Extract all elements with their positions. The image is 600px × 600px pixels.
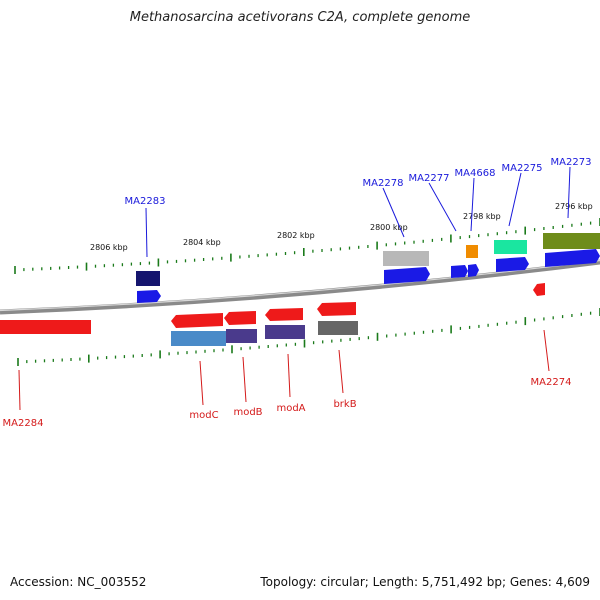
scale-label-2802: 2802 kbp	[277, 231, 315, 240]
scale-label-2798: 2798 kbp	[463, 212, 501, 221]
reverse-strand-genes	[0, 283, 545, 346]
label-moda: modA	[276, 403, 305, 414]
gene-ma4668[interactable]	[466, 245, 478, 258]
gene-ma2275-cds[interactable]	[494, 240, 527, 254]
gene-ma2273[interactable]	[545, 249, 600, 267]
footer-accession: Accession: NC_003552	[10, 575, 147, 589]
label-ma2283: MA2283	[125, 196, 166, 207]
gene-ma2283[interactable]	[137, 290, 161, 303]
scale-label-2796: 2796 kbp	[555, 202, 593, 211]
gene-ma2275[interactable]	[496, 257, 529, 272]
label-brkb: brkB	[333, 399, 356, 410]
leader-brkb	[338, 349, 344, 394]
label-ma2275: MA2275	[502, 163, 543, 174]
gene-ma2273-cds[interactable]	[543, 233, 600, 249]
leader-modc	[199, 360, 204, 406]
gene-ma2284[interactable]	[0, 320, 91, 334]
leader-moda	[287, 353, 291, 398]
label-ma4668: MA4668	[455, 168, 496, 179]
upper-tick-track	[14, 218, 600, 274]
label-ma2278: MA2278	[363, 178, 404, 189]
leader-ma2284	[18, 369, 21, 411]
map-title: Methanosarcina acetivorans C2A, complete…	[129, 10, 471, 25]
label-modc: modC	[189, 410, 218, 421]
forward-strand-genes	[136, 233, 600, 303]
gene-modb[interactable]	[224, 311, 256, 325]
scale-label-2804: 2804 kbp	[183, 238, 221, 247]
gene-ma2277[interactable]	[451, 265, 468, 278]
lower-tick-track	[17, 308, 600, 366]
leader-ma2277	[428, 182, 457, 232]
leader-ma4668	[470, 177, 475, 232]
leader-ma2274	[543, 329, 550, 372]
label-ma2274: MA2274	[531, 377, 572, 388]
label-ma2277: MA2277	[409, 173, 450, 184]
leader-ma2273	[567, 166, 571, 219]
gene-ma2278-cds[interactable]	[383, 251, 429, 266]
label-modb: modB	[233, 407, 262, 418]
gene-modb-cds[interactable]	[226, 329, 257, 343]
gene-moda[interactable]	[265, 308, 303, 321]
gene-moda-cds[interactable]	[265, 325, 305, 339]
label-ma2273: MA2273	[551, 157, 592, 168]
gene-ma4668-cds[interactable]	[468, 264, 479, 277]
gene-ma2274[interactable]	[533, 283, 545, 296]
gene-ma2283-cds[interactable]	[136, 271, 160, 286]
gene-brkb[interactable]	[317, 302, 356, 316]
leader-ma2278	[382, 187, 405, 238]
footer-summary: Topology: circular; Length: 5,751,492 bp…	[260, 575, 590, 589]
leader-ma2283	[145, 207, 148, 258]
scale-label-2806: 2806 kbp	[90, 243, 128, 252]
gene-brkb-cds[interactable]	[318, 321, 358, 335]
gene-modc[interactable]	[171, 313, 223, 328]
leader-ma2275	[508, 172, 522, 227]
gene-modc-cds[interactable]	[171, 331, 226, 346]
label-ma2284: MA2284	[3, 418, 44, 429]
leader-modb	[242, 356, 247, 403]
gene-ma2278[interactable]	[384, 267, 430, 284]
scale-label-2800: 2800 kbp	[370, 223, 408, 232]
genome-backbone	[0, 259, 600, 315]
